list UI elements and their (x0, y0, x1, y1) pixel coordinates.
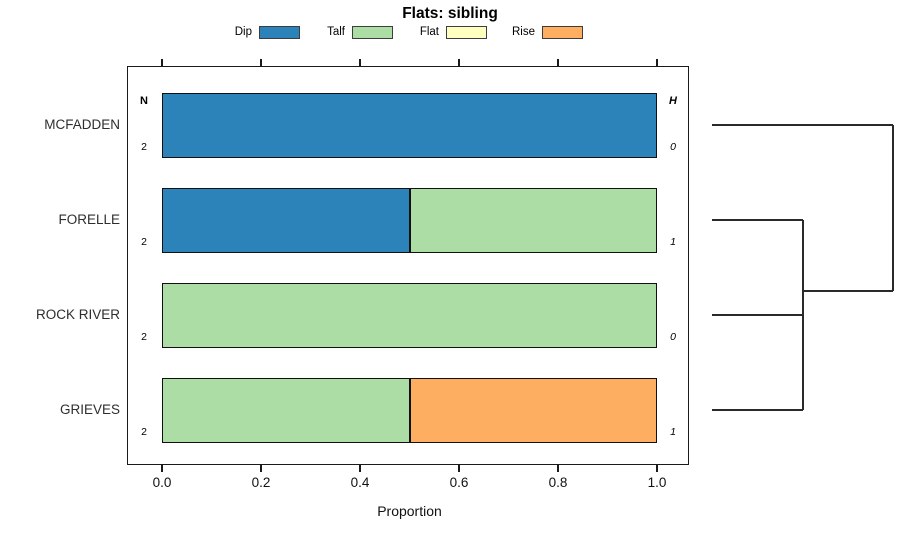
x-axis-tick-label: 0.6 (449, 475, 469, 490)
dendrogram-line (802, 220, 804, 410)
dendrogram-line (712, 314, 803, 316)
legend-label-flat: Flat (419, 26, 439, 38)
h-value: 0 (670, 141, 676, 153)
x-axis-tick-label: 0.8 (548, 475, 568, 490)
legend-item-dip: Dip (206, 25, 300, 39)
h-value: 1 (670, 426, 676, 438)
x-axis-title: Proportion (377, 503, 442, 519)
x-axis-tick-bottom (359, 465, 361, 472)
row-label-grieves: GRIEVES (59, 402, 120, 417)
x-axis-tick-top (260, 59, 262, 66)
legend-item-rise: Rise (489, 25, 583, 39)
legend-item-flat: Flat (393, 25, 487, 39)
legend-label-dip: Dip (234, 26, 252, 38)
row-label-forelle: FORELLE (58, 212, 120, 227)
h-value: 1 (670, 236, 676, 248)
legend-label-talf: Talf (327, 26, 345, 38)
n-value: 2 (141, 236, 147, 248)
legend-swatch-dip (259, 25, 300, 39)
legend-swatch-talf (352, 25, 393, 39)
h-column-header: H (669, 95, 677, 107)
bar-segment-dip (162, 188, 410, 253)
x-axis-tick-label: 0.2 (251, 475, 271, 490)
bar-segment-talf (162, 283, 657, 348)
dendrogram-line (712, 124, 893, 126)
h-value: 0 (670, 331, 676, 343)
x-axis-tick-bottom (656, 465, 658, 472)
row-label-rock-river: ROCK RIVER (35, 307, 120, 322)
dendrogram-line (892, 125, 894, 291)
x-axis-tick-top (359, 59, 361, 66)
chart-title: Flats: sibling (402, 5, 498, 22)
dendrogram-line (712, 409, 803, 411)
x-axis-tick-label: 0.0 (152, 475, 172, 490)
dendrogram-line (712, 219, 803, 221)
n-value: 2 (141, 331, 147, 343)
legend-item-talf: Talf (299, 25, 393, 39)
dendrogram-line (803, 290, 893, 292)
legend-swatch-rise (542, 25, 583, 39)
x-axis-tick-bottom (161, 465, 163, 472)
n-value: 2 (141, 426, 147, 438)
legend-label-rise: Rise (511, 26, 535, 38)
x-axis-tick-top (161, 59, 163, 66)
x-axis-tick-top (557, 59, 559, 66)
n-value: 2 (141, 141, 147, 153)
n-column-header: N (140, 95, 148, 107)
x-axis-tick-bottom (557, 465, 559, 472)
plot-area-frame (127, 66, 689, 465)
x-axis-tick-label: 1.0 (647, 475, 667, 490)
row-label-mcfadden: MCFADDEN (44, 117, 120, 132)
x-axis-tick-top (458, 59, 460, 66)
x-axis-tick-top (656, 59, 658, 66)
bar-segment-rise (409, 378, 657, 443)
bar-segment-dip (162, 93, 657, 158)
bar-segment-talf (409, 188, 657, 253)
legend-swatch-flat (446, 25, 487, 39)
bar-segment-talf (162, 378, 410, 443)
x-axis-tick-bottom (260, 465, 262, 472)
x-axis-tick-label: 0.4 (350, 475, 370, 490)
x-axis-tick-bottom (458, 465, 460, 472)
